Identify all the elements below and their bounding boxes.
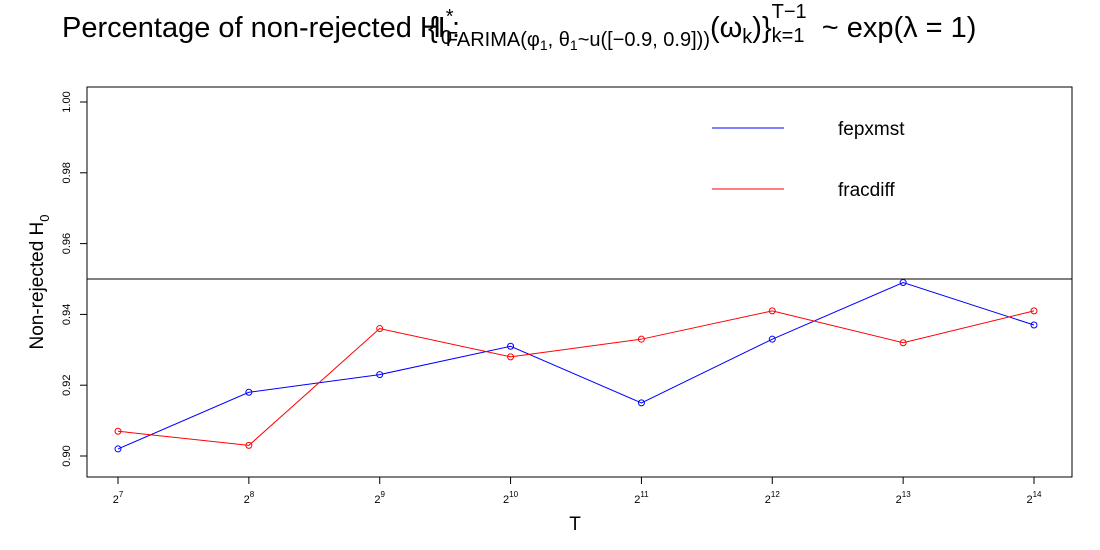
y-tick-label: 0.94	[61, 304, 73, 325]
data-point-fepxmst	[1030, 321, 1038, 329]
series-fepxmst	[114, 279, 1038, 453]
x-tick-exponent: 8	[250, 490, 255, 499]
data-point-fracdiff	[114, 427, 122, 435]
x-tick-exponent: 14	[1033, 490, 1042, 499]
series-line-fepxmst	[117, 282, 1035, 450]
formula-dist: ~u([−0.9, 0.9]))	[577, 29, 710, 51]
series-fracdiff	[114, 307, 1038, 449]
data-point-fracdiff	[899, 339, 907, 347]
legend: fepxmst fracdiff	[712, 119, 905, 201]
y-tick-label: 0.90	[61, 445, 73, 466]
chart-title-text: Percentage of non-rejected H0:	[62, 12, 461, 49]
chart-title-main-subscript: 0	[440, 27, 452, 49]
chart-title-main: Percentage of non-rejected H	[62, 12, 441, 44]
series-layer	[114, 279, 1038, 453]
x-tick-exponent: 7	[119, 490, 124, 499]
series-line-fracdiff	[117, 310, 1035, 446]
legend-label-fepxmst: fepxmst	[838, 119, 905, 140]
y-tick-label: 1.00	[61, 91, 73, 112]
formula-upper: T−1	[771, 1, 807, 23]
formula-omega-sub: k	[742, 26, 753, 48]
legend-label-fracdiff: fracdiff	[838, 180, 895, 201]
x-tick-base: 2	[896, 494, 902, 506]
data-point-fepxmst	[114, 445, 122, 453]
formula-omega: (ω	[709, 12, 743, 44]
x-tick-label: 29	[374, 490, 385, 506]
x-tick-exponent: 13	[902, 490, 911, 499]
x-tick-label: 210	[503, 490, 519, 506]
formula-open: {I	[428, 12, 446, 44]
formula-star: *	[445, 6, 454, 28]
formula-limits: T−1 k=1	[772, 1, 814, 47]
data-point-fepxmst	[899, 279, 907, 287]
x-axis: 27 28 29 210 211 212 213 214	[113, 476, 1042, 506]
y-axis-label-subscript: 0	[37, 214, 52, 221]
x-axis-label: T	[569, 514, 581, 535]
x-tick-base: 2	[503, 494, 509, 506]
x-tick-exponent: 12	[771, 490, 780, 499]
data-point-fracdiff	[507, 353, 515, 361]
formula-model: FARIMA(φ1, θ1~u([−0.9, 0.9]))	[445, 29, 710, 53]
formula-theta-sub: 1	[569, 37, 578, 53]
x-tick-label: 214	[1026, 490, 1042, 506]
x-tick-base: 2	[374, 494, 380, 506]
formula-phi-sub: 1	[539, 37, 548, 53]
data-point-fepxmst	[245, 388, 253, 396]
x-tick-exponent: 9	[381, 490, 386, 499]
formula-star-model: * FARIMA(φ1, θ1~u([−0.9, 0.9]))	[446, 6, 710, 53]
data-point-fepxmst	[507, 342, 515, 350]
data-point-fepxmst	[637, 399, 645, 407]
x-tick-label: 211	[634, 490, 649, 506]
chart-title: Percentage of non-rejected H0: {I * FARIMA…	[0, 0, 1100, 62]
x-tick-label: 28	[244, 490, 255, 506]
y-axis-label-main: Non-rejected H	[27, 222, 48, 350]
x-tick-base: 2	[113, 494, 119, 506]
y-tick-label: 0.98	[61, 162, 73, 183]
y-tick-label: 0.92	[61, 374, 73, 395]
formula-omega-close: )}	[752, 12, 772, 44]
chart-title-formula: {I * FARIMA(φ1, θ1~u([−0.9, 0.9]))(ωk)} T−1…	[428, 1, 977, 53]
y-axis-label: Non-rejected H0	[27, 214, 52, 349]
data-point-fracdiff	[768, 307, 776, 315]
formula-mid: , θ	[547, 29, 570, 51]
data-point-fepxmst	[376, 371, 384, 379]
x-tick-base: 2	[765, 494, 771, 506]
x-tick-exponent: 10	[509, 490, 518, 499]
plot-area-border	[86, 86, 1073, 478]
data-point-fracdiff	[1030, 307, 1038, 315]
formula-tail: ~ exp(λ = 1)	[813, 12, 977, 44]
data-point-fracdiff	[376, 325, 384, 333]
x-tick-base: 2	[634, 494, 640, 506]
formula-lower: k=1	[771, 25, 805, 47]
chart-title-colon: :	[451, 12, 461, 44]
x-tick-base: 2	[244, 494, 250, 506]
y-axis: 0.90 0.92 0.94 0.96 0.98 1.00	[61, 91, 88, 467]
data-point-fepxmst	[768, 335, 776, 343]
x-tick-exponent: 11	[640, 490, 649, 499]
data-point-fracdiff	[637, 335, 645, 343]
x-tick-label: 27	[113, 490, 124, 506]
y-tick-label: 0.96	[61, 233, 73, 254]
data-point-fracdiff	[245, 441, 253, 449]
formula-model-name: FARIMA(φ	[445, 29, 540, 51]
x-tick-base: 2	[1026, 494, 1032, 506]
x-tick-label: 213	[896, 490, 912, 506]
x-tick-label: 212	[765, 490, 781, 506]
